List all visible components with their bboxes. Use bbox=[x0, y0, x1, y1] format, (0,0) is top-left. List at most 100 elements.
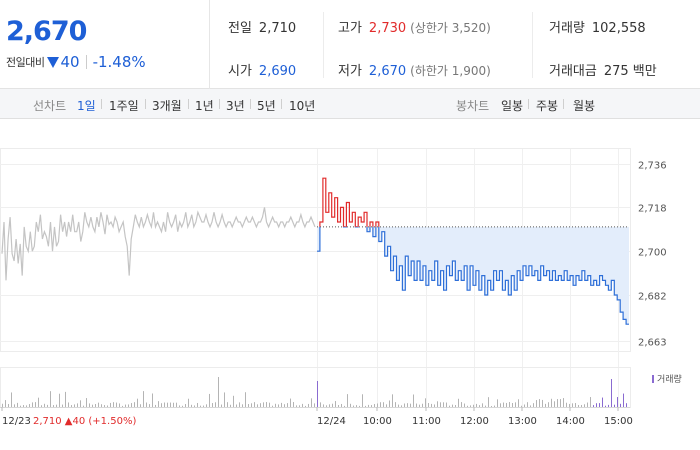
tab-weekly[interactable]: 주봉 bbox=[536, 99, 559, 113]
volume-bar bbox=[62, 404, 63, 407]
volume-bar bbox=[296, 405, 297, 407]
volume-bar bbox=[59, 393, 60, 407]
y-tick-label: 2,718 bbox=[638, 204, 667, 215]
price-summary: 2,670 전일대비 40 -1.48% bbox=[0, 0, 210, 89]
volume-bar bbox=[173, 402, 174, 407]
volume-bar bbox=[35, 402, 36, 407]
volume-bar bbox=[272, 405, 273, 407]
volume-legend-swatch bbox=[652, 375, 654, 383]
x-tick-label: 10:00 bbox=[363, 416, 392, 427]
volume-bar bbox=[401, 405, 402, 407]
stat-value: 2,690 bbox=[258, 64, 297, 79]
volume-bar bbox=[2, 403, 3, 407]
volume-bar bbox=[311, 398, 312, 407]
volume-bar bbox=[410, 403, 411, 407]
volume-bar bbox=[308, 403, 309, 407]
volume-bar bbox=[338, 404, 339, 407]
intraday-price-chart: 2,736 2,718 2,700 2,682 2,663 12/23 12/24 10:0… bbox=[0, 119, 700, 450]
volume-bar bbox=[41, 405, 42, 407]
change-value: 40 bbox=[60, 53, 80, 71]
tab-separator bbox=[281, 99, 282, 109]
volume-bar bbox=[500, 403, 501, 407]
volume-bar bbox=[476, 403, 477, 407]
volume-bar bbox=[509, 402, 510, 407]
stat-divider bbox=[532, 12, 533, 78]
volume-bar bbox=[515, 402, 516, 407]
volume-bar bbox=[317, 381, 318, 407]
volume-bar bbox=[323, 404, 324, 407]
volume-bar bbox=[278, 404, 279, 407]
volume-bar bbox=[335, 401, 336, 407]
volume-bar bbox=[263, 402, 264, 407]
volume-bar bbox=[464, 403, 465, 407]
y-tick-label: 2,736 bbox=[638, 161, 667, 172]
volume-bar bbox=[101, 404, 102, 407]
volume-bar bbox=[167, 402, 168, 407]
change-rate: -1.48% bbox=[92, 53, 146, 71]
volume-bar bbox=[455, 405, 456, 407]
stat-high: 고가 2,730 (상한가 3,520) bbox=[338, 17, 491, 36]
volume-bar bbox=[494, 405, 495, 407]
volume-bar bbox=[377, 403, 378, 407]
volume-bar bbox=[11, 392, 12, 407]
volume-bar bbox=[197, 402, 198, 407]
tab-1d[interactable]: 1일 bbox=[77, 99, 96, 113]
prev-day-summary: 2,710 ▲40 (+1.50%) bbox=[33, 416, 136, 427]
volume-bar bbox=[452, 404, 453, 407]
volume-bar bbox=[248, 404, 249, 407]
volume-bar bbox=[182, 405, 183, 407]
prev-day-price-line bbox=[1, 207, 316, 281]
volume-bar bbox=[104, 405, 105, 407]
volume-bar bbox=[473, 404, 474, 407]
volume-bar bbox=[449, 405, 450, 407]
volume-bar bbox=[200, 405, 201, 407]
volume-bar bbox=[536, 400, 537, 407]
volume-bar bbox=[227, 402, 228, 407]
volume-bar bbox=[194, 405, 195, 407]
volume-bar bbox=[446, 402, 447, 407]
volume-bar bbox=[563, 398, 564, 407]
volume-bar bbox=[155, 404, 156, 407]
volume-bar bbox=[8, 403, 9, 407]
tab-1y[interactable]: 1년 bbox=[195, 99, 214, 113]
volume-bar bbox=[83, 405, 84, 407]
volume-bar bbox=[74, 404, 75, 407]
volume-bar bbox=[38, 397, 39, 407]
volume-bar bbox=[110, 402, 111, 407]
volume-bar bbox=[257, 404, 258, 407]
volume-bar bbox=[152, 393, 153, 407]
volume-bar bbox=[623, 393, 624, 407]
volume-bar bbox=[524, 404, 525, 407]
volume-bar bbox=[575, 403, 576, 407]
tab-3m[interactable]: 3개월 bbox=[152, 99, 182, 113]
volume-bar bbox=[347, 394, 348, 407]
volume-bar bbox=[185, 404, 186, 407]
volume-bar bbox=[593, 405, 594, 407]
volume-bar bbox=[299, 405, 300, 407]
volume-bar bbox=[590, 397, 591, 407]
tab-3y[interactable]: 3년 bbox=[226, 99, 245, 113]
volume-bar bbox=[23, 405, 24, 407]
volume-bar bbox=[443, 402, 444, 407]
tab-daily[interactable]: 일봉 bbox=[501, 99, 524, 113]
volume-bar bbox=[254, 402, 255, 407]
volume-bar bbox=[224, 392, 225, 407]
tab-10y[interactable]: 10년 bbox=[289, 99, 316, 113]
volume-bar bbox=[179, 405, 180, 407]
volume-bar bbox=[329, 404, 330, 407]
volume-bar bbox=[617, 397, 618, 407]
stat-label: 고가 bbox=[338, 21, 362, 36]
lower-limit: (하한가 1,900) bbox=[410, 64, 491, 78]
volume-bar bbox=[560, 399, 561, 407]
tab-5y[interactable]: 5년 bbox=[257, 99, 276, 113]
tab-1w[interactable]: 1주일 bbox=[109, 99, 139, 113]
x-tick-label: 11:00 bbox=[412, 416, 441, 427]
volume-bar bbox=[305, 405, 306, 407]
volume-bar bbox=[404, 403, 405, 407]
volume-bar bbox=[407, 403, 408, 407]
stat-value: 102,558 bbox=[591, 21, 646, 36]
volume-bar bbox=[596, 403, 597, 407]
tab-monthly[interactable]: 월봉 bbox=[573, 99, 596, 113]
stat-volume: 거래량 102,558 bbox=[549, 17, 646, 36]
volume-bar bbox=[239, 402, 240, 407]
